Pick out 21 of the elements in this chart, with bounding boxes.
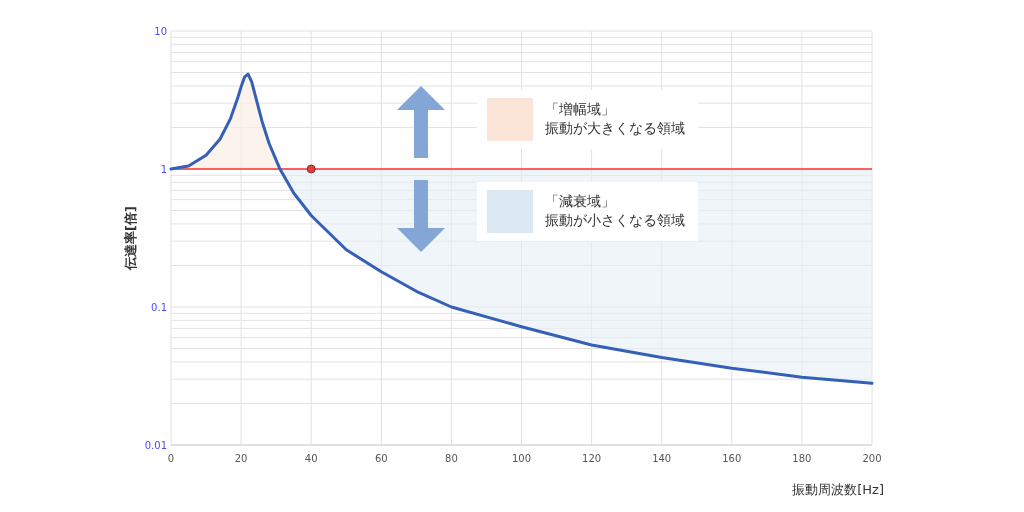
y-tick-label: 0.01 (144, 439, 167, 451)
x-tick-label: 40 (304, 453, 318, 464)
x-tick-label: 0 (167, 453, 175, 464)
x-tick-label: 200 (862, 453, 882, 464)
annotation: 「減衰域」 (545, 193, 615, 209)
annotation: 振動が大きくなる領域 (545, 120, 685, 136)
x-tick-label: 160 (722, 453, 742, 464)
x-tick-label: 60 (374, 453, 388, 464)
x-tick-label: 20 (234, 453, 248, 464)
y-tick-label: 1 (160, 163, 167, 175)
x-tick-label: 120 (582, 453, 602, 464)
y-axis-title: 伝達率[倍] (123, 206, 138, 271)
y-tick-label: 10 (154, 25, 167, 37)
annotation: 振動が小さくなる領域 (545, 212, 685, 228)
x-axis-title: 振動周波数[Hz] (792, 482, 884, 497)
y-tick-label: 0.1 (151, 301, 167, 313)
x-tick-label: 80 (445, 453, 458, 464)
x-tick-label: 140 (652, 453, 672, 464)
x-tick-label: 100 (511, 453, 532, 464)
x-tick-label: 180 (792, 453, 812, 464)
annotation: 「増幅域」 (545, 101, 615, 117)
